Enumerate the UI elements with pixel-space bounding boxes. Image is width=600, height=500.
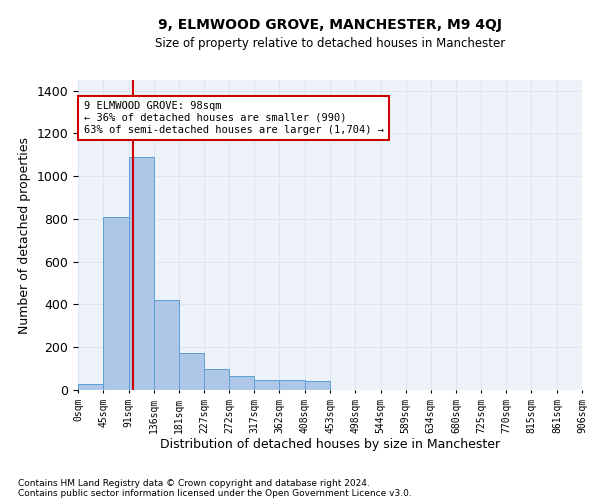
Bar bbox=[280, 380, 305, 390]
Text: 9, ELMWOOD GROVE, MANCHESTER, M9 4QJ: 9, ELMWOOD GROVE, MANCHESTER, M9 4QJ bbox=[158, 18, 502, 32]
Bar bbox=[204, 368, 229, 390]
Text: Size of property relative to detached houses in Manchester: Size of property relative to detached ho… bbox=[155, 38, 505, 51]
Bar bbox=[305, 382, 330, 390]
Bar bbox=[229, 376, 254, 390]
Text: 9 ELMWOOD GROVE: 98sqm
← 36% of detached houses are smaller (990)
63% of semi-de: 9 ELMWOOD GROVE: 98sqm ← 36% of detached… bbox=[83, 102, 383, 134]
Bar bbox=[128, 157, 154, 390]
Text: Contains public sector information licensed under the Open Government Licence v3: Contains public sector information licen… bbox=[18, 488, 412, 498]
Bar bbox=[154, 300, 179, 390]
Bar bbox=[254, 380, 280, 390]
Bar bbox=[103, 217, 128, 390]
Y-axis label: Number of detached properties: Number of detached properties bbox=[18, 136, 31, 334]
Bar bbox=[179, 352, 204, 390]
Text: Contains HM Land Registry data © Crown copyright and database right 2024.: Contains HM Land Registry data © Crown c… bbox=[18, 478, 370, 488]
X-axis label: Distribution of detached houses by size in Manchester: Distribution of detached houses by size … bbox=[160, 438, 500, 452]
Bar bbox=[78, 384, 103, 390]
